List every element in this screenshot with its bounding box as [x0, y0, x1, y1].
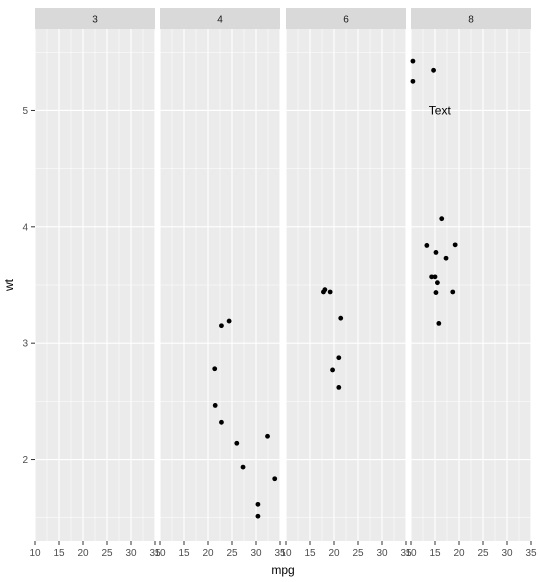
data-point: [212, 366, 218, 372]
data-point: [410, 58, 416, 64]
x-tick-label: 35: [149, 548, 161, 559]
data-point: [439, 216, 445, 222]
data-point: [450, 289, 456, 295]
data-point: [424, 243, 430, 248]
x-tick-label: 20: [328, 548, 340, 559]
data-point: [219, 419, 224, 425]
x-tick-label: 30: [376, 548, 388, 559]
facet-strip: [411, 8, 531, 29]
x-tick-label: 15: [53, 548, 65, 559]
x-tick-label: 25: [352, 548, 364, 559]
data-point: [240, 464, 246, 470]
data-point: [255, 513, 261, 519]
data-point: [219, 323, 224, 329]
x-tick-label: 20: [453, 548, 465, 559]
x-tick-label: 15: [429, 548, 441, 559]
data-point: [327, 289, 333, 295]
data-point: [272, 476, 278, 482]
annotation-text: Text: [429, 103, 452, 117]
x-tick-label: 10: [154, 548, 166, 559]
x-tick-label: 10: [405, 548, 417, 559]
y-tick-label: 2: [22, 455, 28, 466]
x-tick-label: 30: [501, 548, 513, 559]
x-tick-label: 20: [202, 548, 214, 559]
data-point: [330, 367, 335, 373]
y-axis-title: wt: [2, 278, 16, 292]
data-point: [212, 403, 218, 408]
x-tick-label: 10: [29, 548, 41, 559]
data-point: [452, 242, 458, 248]
facet-strip-label: 8: [468, 15, 474, 26]
x-tick-label: 25: [101, 548, 113, 559]
facet-strip-label: 4: [217, 15, 223, 26]
data-point: [435, 280, 440, 286]
facet-strip-label: 3: [92, 15, 98, 26]
facet-strip: [35, 8, 155, 29]
data-point: [234, 440, 240, 446]
data-point: [432, 274, 438, 280]
data-point: [321, 289, 326, 295]
x-tick-label: 35: [274, 548, 286, 559]
data-point: [338, 315, 344, 321]
x-tick-label: 35: [400, 548, 412, 559]
x-tick-label: 25: [226, 548, 238, 559]
facet-strip-label: 6: [343, 15, 349, 26]
data-point: [410, 78, 416, 84]
data-point: [336, 385, 342, 390]
facet-strip: [160, 8, 280, 29]
data-point: [336, 355, 342, 361]
x-tick-label: 15: [304, 548, 316, 559]
y-tick-label: 3: [22, 339, 28, 350]
data-point: [443, 255, 449, 261]
x-tick-label: 20: [77, 548, 89, 559]
facet-strip: [286, 8, 406, 29]
x-tick-label: 25: [477, 548, 489, 559]
y-tick-label: 5: [22, 106, 28, 117]
data-point: [433, 290, 439, 295]
x-tick-label: 35: [525, 548, 537, 559]
x-tick-label: 15: [178, 548, 190, 559]
data-point: [255, 501, 261, 507]
data-point: [265, 433, 270, 439]
x-axis-title: mpg: [271, 563, 294, 577]
data-point: [433, 250, 439, 255]
data-point: [429, 274, 435, 280]
x-tick-label: 30: [250, 548, 262, 559]
data-point: [436, 321, 442, 326]
data-point: [226, 318, 232, 324]
x-tick-label: 10: [280, 548, 292, 559]
data-point: [431, 67, 436, 73]
y-tick-label: 4: [22, 222, 28, 233]
x-tick-label: 30: [125, 548, 137, 559]
